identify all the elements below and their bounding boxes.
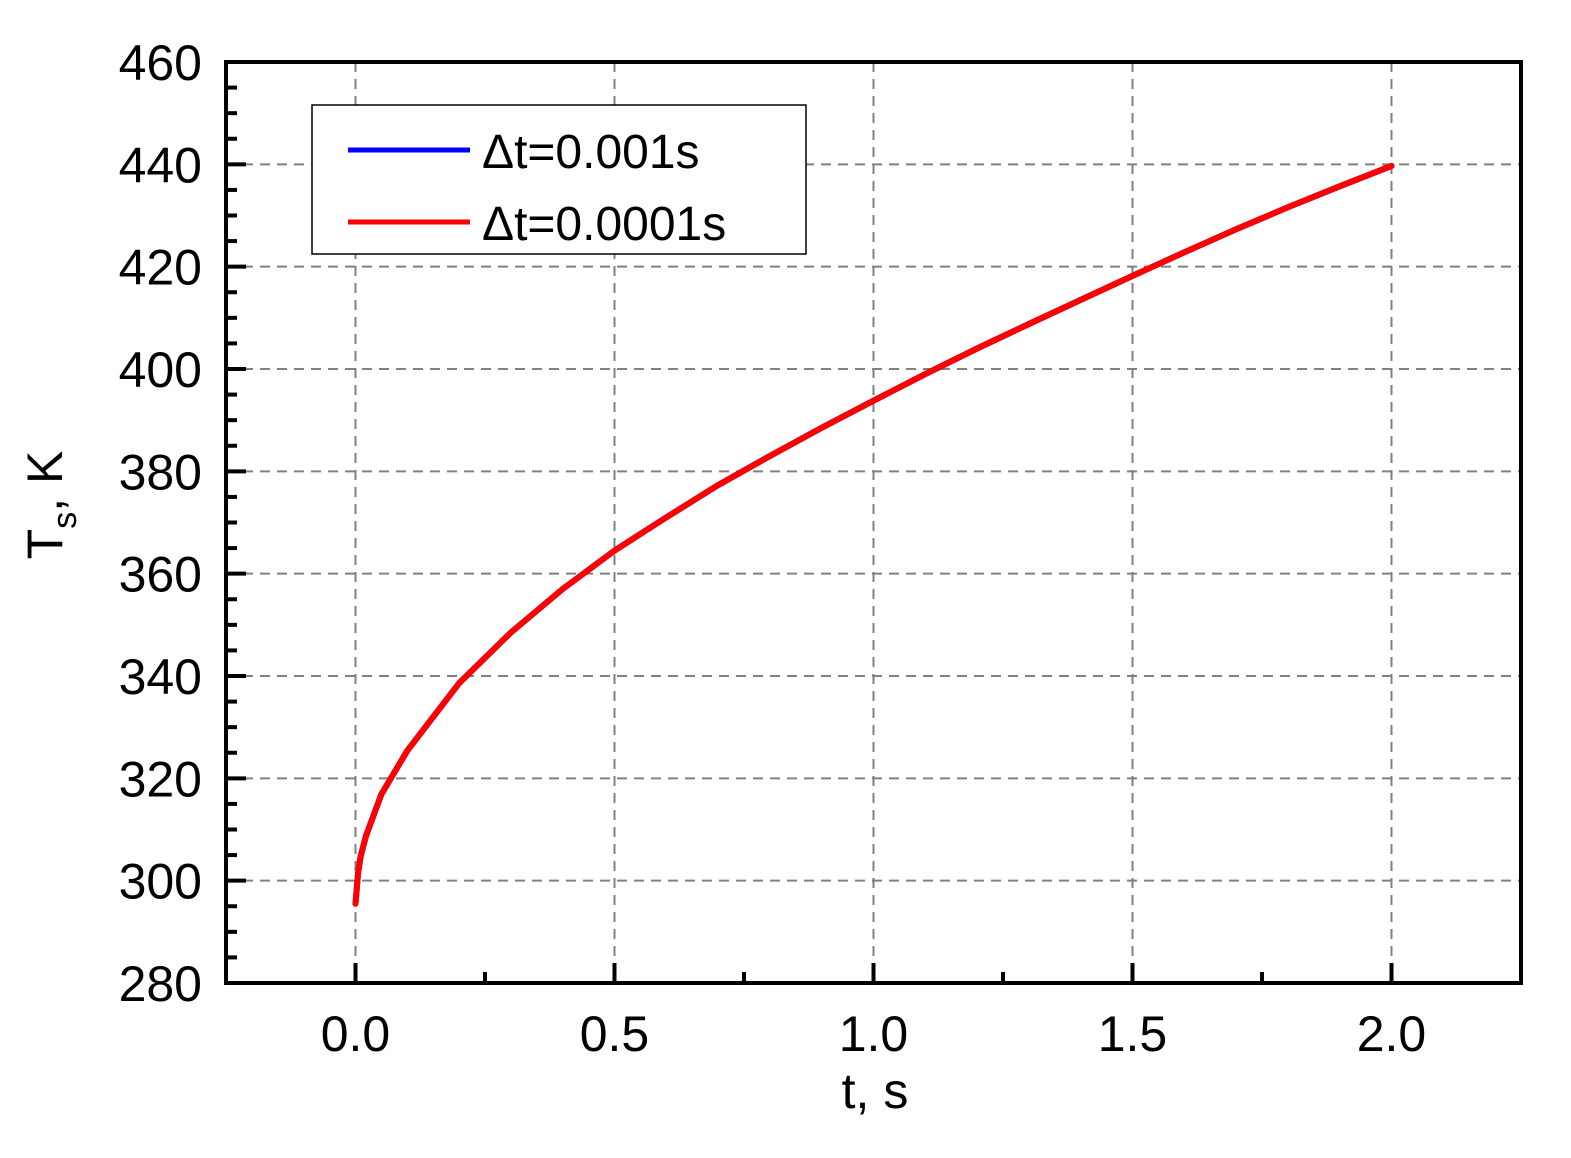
y-axis-title-suffix: , K	[17, 451, 73, 512]
y-tick-labels: 280 300 320 340 360 380 400 420 440 460	[119, 35, 202, 1012]
x-tick-label: 1.5	[1098, 1006, 1168, 1062]
grid-lines	[226, 62, 1521, 983]
y-tick-label: 340	[119, 649, 202, 705]
y-axis-title: Ts, K	[17, 451, 84, 560]
y-tick-label: 300	[119, 854, 202, 910]
y-tick-label: 280	[119, 956, 202, 1012]
legend: Δt=0.001s Δt=0.0001s	[311, 104, 807, 255]
axis-ticks	[226, 60, 1394, 985]
y-tick-label: 440	[119, 137, 202, 193]
x-axis-title: t, s	[842, 1063, 909, 1119]
y-tick-label: 360	[119, 547, 202, 603]
x-tick-label: 0.0	[321, 1006, 391, 1062]
y-tick-label: 380	[119, 444, 202, 500]
legend-label-series-2: Δt=0.0001s	[482, 198, 726, 251]
y-tick-label: 400	[119, 342, 202, 398]
legend-box	[311, 104, 807, 255]
y-axis-title-subscript: s	[46, 512, 84, 529]
y-axis-title-main: T	[17, 529, 73, 560]
series-line-2	[352, 162, 1395, 907]
y-tick-label: 320	[119, 751, 202, 807]
legend-label-series-1: Δt=0.001s	[482, 126, 700, 179]
x-tick-label: 2.0	[1357, 1006, 1427, 1062]
x-tick-label: 0.5	[580, 1006, 650, 1062]
series-layer	[352, 162, 1395, 907]
x-tick-labels: 0.0 0.5 1.0 1.5 2.0	[321, 1006, 1427, 1062]
y-tick-label: 420	[119, 240, 202, 296]
x-tick-label: 1.0	[839, 1006, 909, 1062]
y-tick-label: 460	[119, 35, 202, 91]
